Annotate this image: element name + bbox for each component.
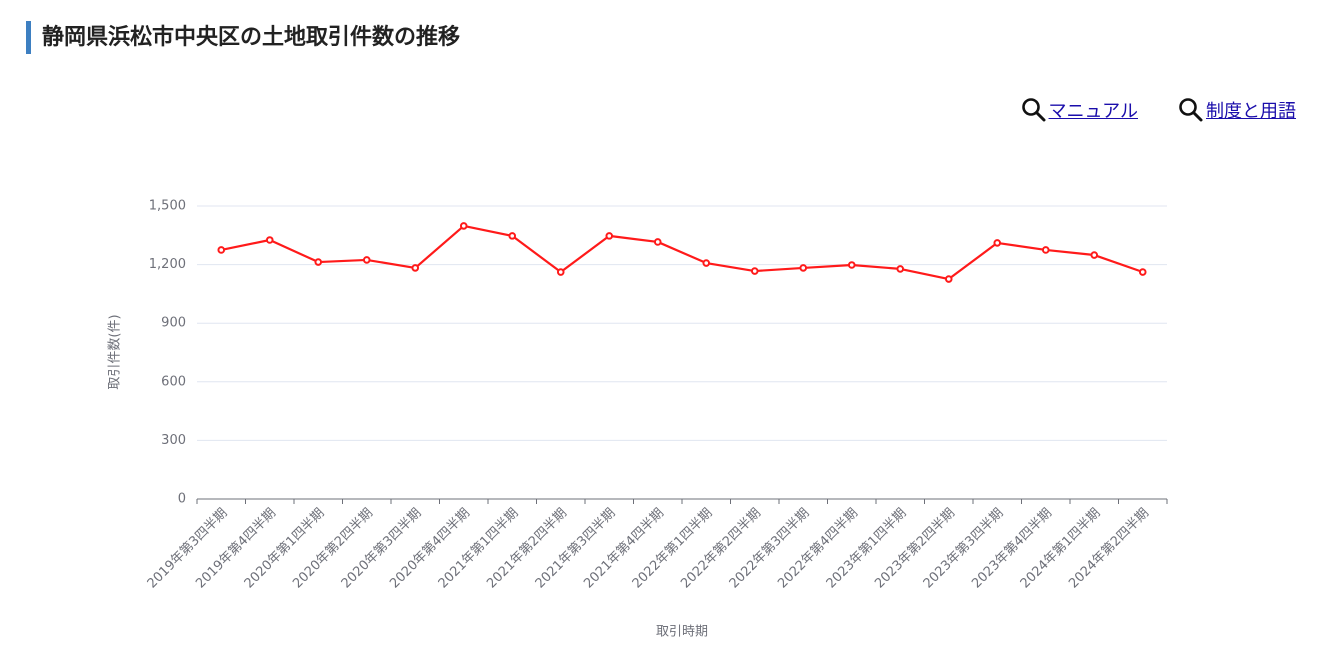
y-tick-label: 900 bbox=[161, 316, 186, 331]
x-tick-label: 2019年第4四半期 bbox=[193, 505, 280, 592]
y-tick-label: 0 bbox=[178, 492, 186, 507]
data-point bbox=[799, 264, 808, 272]
x-tick-label: 2020年第2四半期 bbox=[290, 505, 377, 592]
y-tick-label: 1,500 bbox=[149, 199, 186, 214]
data-point bbox=[896, 265, 905, 273]
x-tick-label: 2021年第1四半期 bbox=[435, 505, 522, 592]
x-axis-label: 取引時期 bbox=[656, 625, 708, 640]
data-point bbox=[314, 258, 323, 266]
data-point bbox=[1090, 251, 1099, 259]
search-icon bbox=[1179, 98, 1203, 122]
data-point bbox=[605, 232, 614, 240]
y-tick-label: 1,200 bbox=[149, 257, 186, 272]
data-point bbox=[508, 232, 517, 240]
data-point bbox=[265, 236, 274, 244]
data-point bbox=[459, 222, 468, 230]
x-tick-label: 2023年第3四半期 bbox=[920, 505, 1007, 592]
glossary-link[interactable]: 制度と用語 bbox=[1178, 97, 1296, 123]
data-point bbox=[847, 261, 856, 269]
y-tick-label: 600 bbox=[161, 374, 186, 389]
links: マニュアル 制度と用語 bbox=[1021, 97, 1296, 123]
data-point bbox=[993, 239, 1002, 247]
data-point bbox=[944, 275, 953, 283]
x-tick-label: 2024年第2四半期 bbox=[1066, 505, 1153, 592]
data-point bbox=[362, 256, 371, 264]
x-tick-label: 2021年第4四半期 bbox=[581, 505, 668, 592]
page-title: 静岡県浜松市中央区の土地取引件数の推移 bbox=[42, 25, 461, 50]
data-point bbox=[653, 238, 662, 246]
data-point bbox=[702, 259, 711, 267]
data-point bbox=[1138, 268, 1147, 276]
y-axis-label: 取引件数(件) bbox=[108, 314, 123, 389]
x-tick-label: 2022年第1四半期 bbox=[629, 505, 716, 592]
link-text: マニュアル bbox=[1048, 101, 1138, 122]
x-tick-label: 2020年第4四半期 bbox=[387, 505, 474, 592]
x-tick-label: 2021年第2四半期 bbox=[484, 505, 571, 592]
x-tick-label: 2024年第1四半期 bbox=[1017, 505, 1104, 592]
x-tick-label: 2022年第2四半期 bbox=[678, 505, 765, 592]
x-tick-label: 2023年第2四半期 bbox=[872, 505, 959, 592]
title-accent bbox=[26, 21, 31, 54]
y-tick-label: 300 bbox=[161, 433, 186, 448]
x-tick-label: 2023年第4四半期 bbox=[969, 505, 1056, 592]
link-text: 制度と用語 bbox=[1206, 101, 1296, 122]
data-point bbox=[411, 264, 420, 272]
data-point bbox=[1041, 246, 1050, 254]
x-tick-label: 2020年第3四半期 bbox=[338, 505, 425, 592]
data-point bbox=[217, 246, 226, 254]
manual-link[interactable]: マニュアル bbox=[1021, 97, 1138, 123]
search-icon bbox=[1021, 98, 1046, 122]
x-tick-label: 2022年第4四半期 bbox=[775, 505, 862, 592]
data-point bbox=[556, 268, 565, 276]
x-tick-label: 2023年第1四半期 bbox=[823, 505, 910, 592]
x-tick-label: 2020年第1四半期 bbox=[241, 505, 328, 592]
x-tick-label: 2022年第3四半期 bbox=[726, 505, 813, 592]
x-tick-label: 2021年第3四半期 bbox=[532, 505, 619, 592]
x-tick-label: 2019年第3四半期 bbox=[144, 505, 231, 592]
data-line bbox=[221, 224, 1144, 281]
data-point bbox=[750, 267, 759, 275]
